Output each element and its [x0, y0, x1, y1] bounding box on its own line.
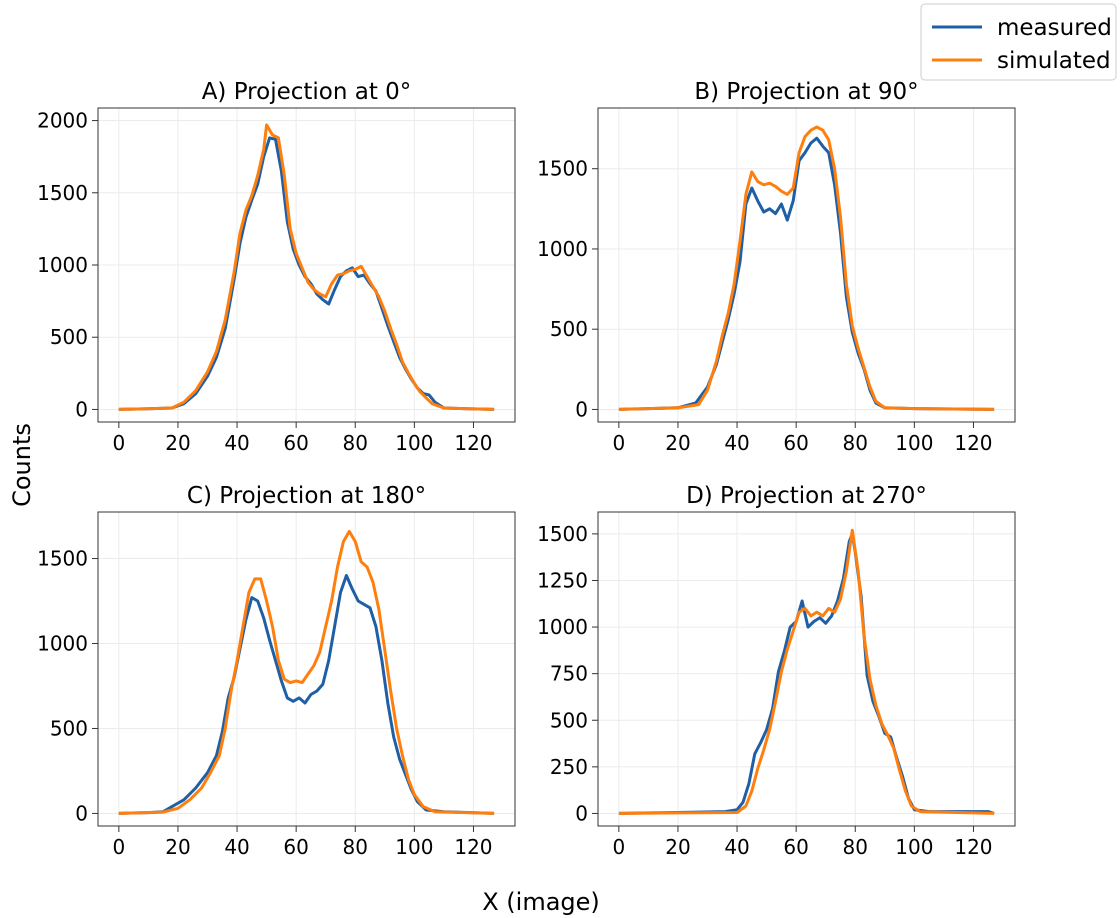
y-tick-label: 500 — [550, 708, 588, 732]
x-tick-label: 20 — [665, 835, 690, 859]
panel-title: C) Projection at 180° — [187, 483, 426, 509]
x-tick-label: 0 — [112, 431, 125, 455]
x-tick-label: 120 — [454, 431, 492, 455]
series-line-measured — [118, 574, 495, 815]
x-tick-label: 20 — [665, 431, 690, 455]
x-tick-label: 20 — [165, 431, 190, 455]
y-tick-label: 750 — [550, 662, 588, 686]
legend-label-simulated: simulated — [997, 48, 1111, 74]
y-tick-label: 2000 — [37, 109, 88, 133]
x-axis-label: X (image) — [482, 888, 600, 916]
panel-title: A) Projection at 0° — [202, 79, 412, 105]
chart-panel-2: 0 20 40 60 80 100 120 0 500 1000 1500 B) Projection… — [537, 79, 1016, 455]
y-tick-label: 1250 — [537, 568, 588, 592]
y-tick-label: 500 — [50, 325, 88, 349]
plot-frame — [97, 511, 516, 827]
y-tick-label: 0 — [575, 801, 588, 825]
chart-panel-3: 0 20 40 60 80 100 120 0 500 1000 1500 C) Projection… — [37, 483, 516, 859]
y-tick-label: 1000 — [537, 237, 588, 261]
x-tick-label: 80 — [843, 431, 868, 455]
x-tick-label: 120 — [954, 431, 992, 455]
x-tick-label: 0 — [612, 835, 625, 859]
y-tick-label: 250 — [550, 755, 588, 779]
y-tick-label: 0 — [75, 801, 88, 825]
series-line-measured — [618, 136, 995, 411]
x-tick-label: 80 — [343, 431, 368, 455]
panel-title: B) Projection at 90° — [694, 79, 918, 105]
y-tick-label: 1500 — [37, 181, 88, 205]
x-tick-label: 100 — [895, 835, 933, 859]
series-line-simulated — [118, 529, 495, 815]
y-tick-label: 500 — [550, 317, 588, 341]
x-tick-label: 60 — [783, 431, 808, 455]
x-tick-label: 40 — [724, 431, 749, 455]
panel-title: D) Projection at 270° — [686, 483, 927, 509]
legend-label-measured: measured — [997, 15, 1112, 41]
x-tick-label: 60 — [283, 431, 308, 455]
chart-panel-1: 0 20 40 60 80 100 120 0 500 1000 1500 2000 A) Projec… — [37, 79, 516, 455]
x-tick-label: 100 — [395, 431, 433, 455]
x-tick-label: 120 — [454, 835, 492, 859]
x-tick-label: 20 — [165, 835, 190, 859]
y-tick-label: 1000 — [537, 615, 588, 639]
y-tick-label: 1000 — [37, 632, 88, 656]
x-tick-label: 100 — [395, 835, 433, 859]
plot-frame — [597, 511, 1016, 827]
x-tick-label: 100 — [895, 431, 933, 455]
x-tick-label: 0 — [112, 835, 125, 859]
x-tick-label: 60 — [783, 835, 808, 859]
y-tick-label: 500 — [50, 716, 88, 740]
series-line-simulated — [118, 123, 495, 411]
x-tick-label: 0 — [612, 431, 625, 455]
y-tick-label: 1000 — [37, 253, 88, 277]
x-tick-label: 40 — [724, 835, 749, 859]
series-line-simulated — [618, 528, 995, 815]
legend: measured simulated — [920, 3, 1117, 81]
y-tick-label: 1500 — [37, 547, 88, 571]
x-tick-label: 80 — [843, 835, 868, 859]
x-tick-label: 40 — [224, 835, 249, 859]
x-tick-label: 120 — [954, 835, 992, 859]
y-tick-label: 0 — [575, 397, 588, 421]
plot-frame — [597, 107, 1016, 423]
y-tick-label: 1500 — [537, 157, 588, 181]
x-tick-label: 60 — [283, 835, 308, 859]
x-tick-label: 40 — [224, 431, 249, 455]
chart-panel-4: 0 20 40 60 80 100 120 0 250 500 750 1000 1250 1500 D) … — [537, 483, 1016, 859]
y-tick-label: 1500 — [537, 522, 588, 546]
y-tick-label: 0 — [75, 397, 88, 421]
y-axis-label: Counts — [8, 423, 36, 507]
series-line-measured — [118, 136, 495, 411]
x-tick-label: 80 — [343, 835, 368, 859]
series-line-simulated — [618, 125, 995, 411]
